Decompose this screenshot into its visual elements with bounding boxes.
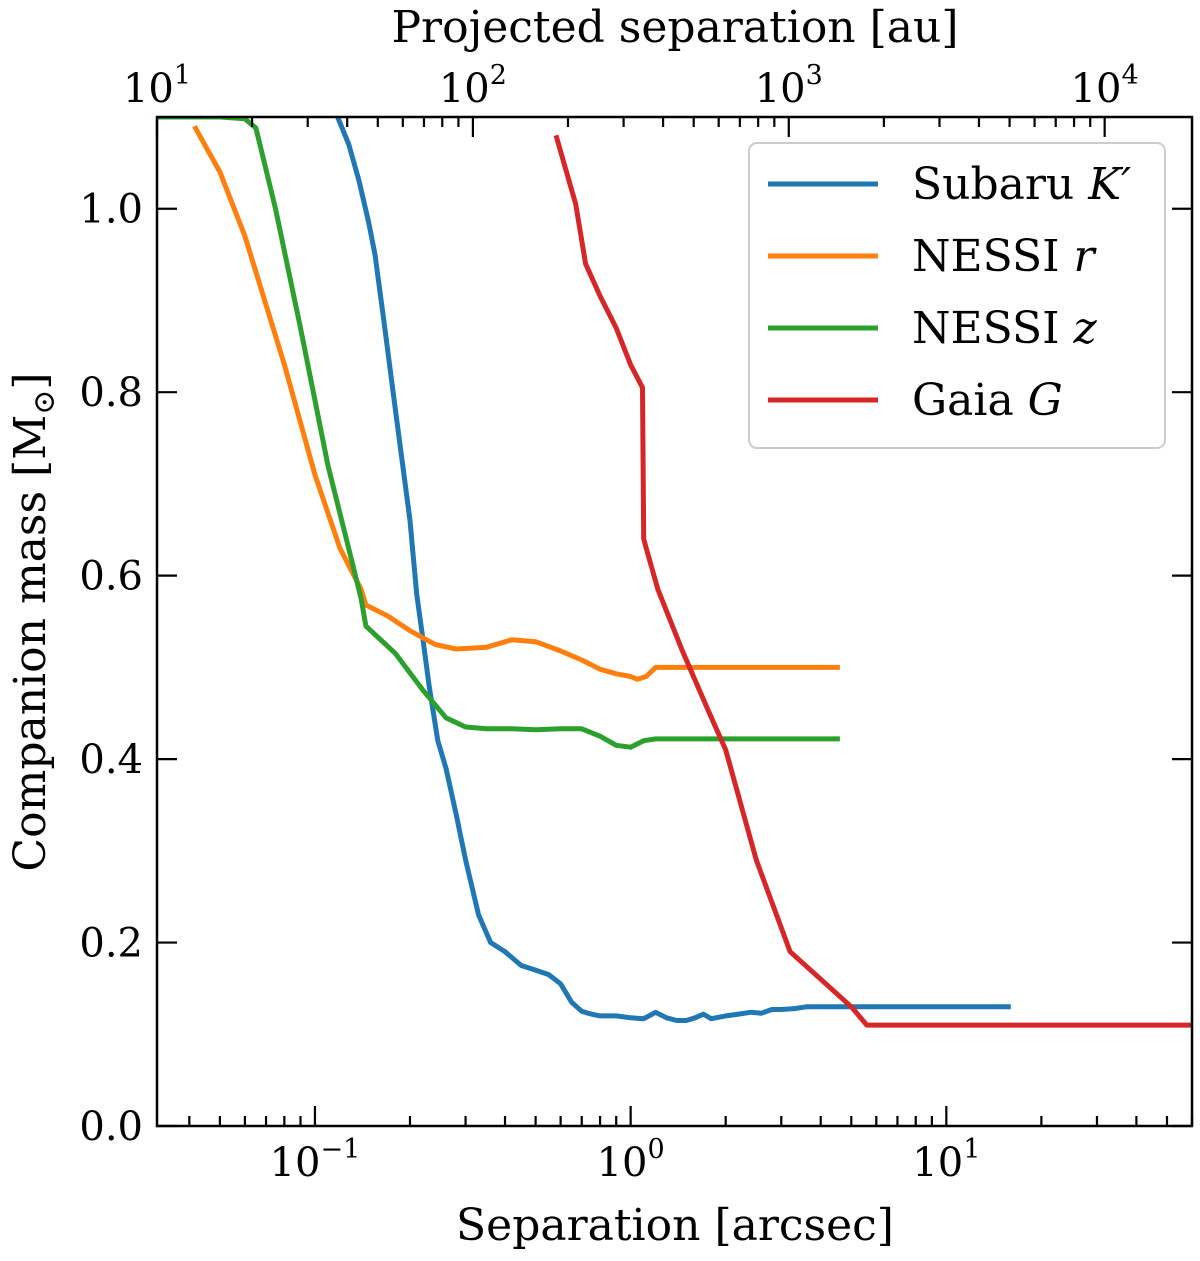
series-layer (157, 117, 1192, 1028)
legend-label-math-3: G (1028, 375, 1063, 426)
x-tick-label-0-exp: −1 (320, 1134, 360, 1165)
y-axis-label-sub: ⊙ (27, 390, 62, 415)
legend-box (748, 142, 1166, 449)
legend-label-text-3: Gaia (912, 375, 1028, 426)
y-axis-label: Companion mass [M⊙] (5, 372, 62, 871)
y-axis-label-main: Companion mass [M (5, 415, 56, 872)
x-axis-label: Separation [arcsec] (456, 1200, 894, 1251)
legend-label-math-2: z (1073, 303, 1098, 354)
legend-label-math-0: K′ (1087, 159, 1131, 210)
x-tick-label-2-base: 10 (912, 1140, 963, 1186)
series-line-3 (553, 134, 1192, 1028)
x-tick-label-2-exp: 1 (963, 1134, 980, 1165)
x-tick-label-1-exp: 0 (648, 1134, 665, 1165)
y-tick-label-4: 0.8 (79, 370, 143, 416)
x-tick-label-1-base: 10 (597, 1140, 648, 1186)
x-tick-label-0-base: 10 (270, 1140, 321, 1186)
top-tick-label-0-exp: 1 (174, 60, 191, 91)
x-tick-label-1: 100 (597, 1134, 665, 1186)
y-axis-label-close: ] (5, 372, 56, 389)
legend-label-text-1: NESSI (912, 231, 1074, 282)
top-tick-label-3-exp: 4 (1122, 60, 1139, 91)
legend-label-0: Subaru K′ (912, 159, 1131, 210)
top-tick-label-0-base: 10 (123, 66, 174, 112)
legend-label-2: NESSI z (912, 303, 1098, 354)
series-line-1 (192, 124, 840, 682)
top-x-axis-label: Projected separation [au] (391, 2, 958, 53)
legend-label-math-1: r (1074, 231, 1098, 282)
top-tick-label-3-base: 10 (1071, 66, 1122, 112)
plot-frame (155, 115, 1194, 1128)
y-tick-label-3: 0.6 (79, 554, 143, 600)
top-tick-label-1: 102 (439, 60, 507, 112)
legend-label-text-0: Subaru (912, 159, 1088, 210)
top-tick-label-1-exp: 2 (490, 60, 507, 91)
top-tick-label-1-base: 10 (439, 66, 490, 112)
legend-label-text-2: NESSI (912, 303, 1074, 354)
x-tick-label-2: 101 (912, 1134, 980, 1186)
x-tick-label-0: 10−1 (270, 1134, 361, 1186)
series-line-0 (335, 117, 1011, 1023)
y-tick-label-1: 0.2 (79, 921, 143, 967)
top-tick-label-0: 101 (123, 60, 191, 112)
y-tick-label-5: 1.0 (79, 187, 143, 233)
y-tick-label-2: 0.4 (79, 737, 143, 783)
legend-label-3: Gaia G (912, 375, 1063, 426)
legend-label-1: NESSI r (912, 231, 1098, 282)
top-tick-label-2: 103 (755, 60, 823, 112)
top-tick-label-2-base: 10 (755, 66, 806, 112)
series-line-2 (157, 117, 840, 750)
y-tick-label-0: 0.0 (79, 1104, 143, 1150)
top-tick-label-2-exp: 3 (806, 60, 823, 91)
top-tick-label-3: 104 (1071, 60, 1139, 112)
